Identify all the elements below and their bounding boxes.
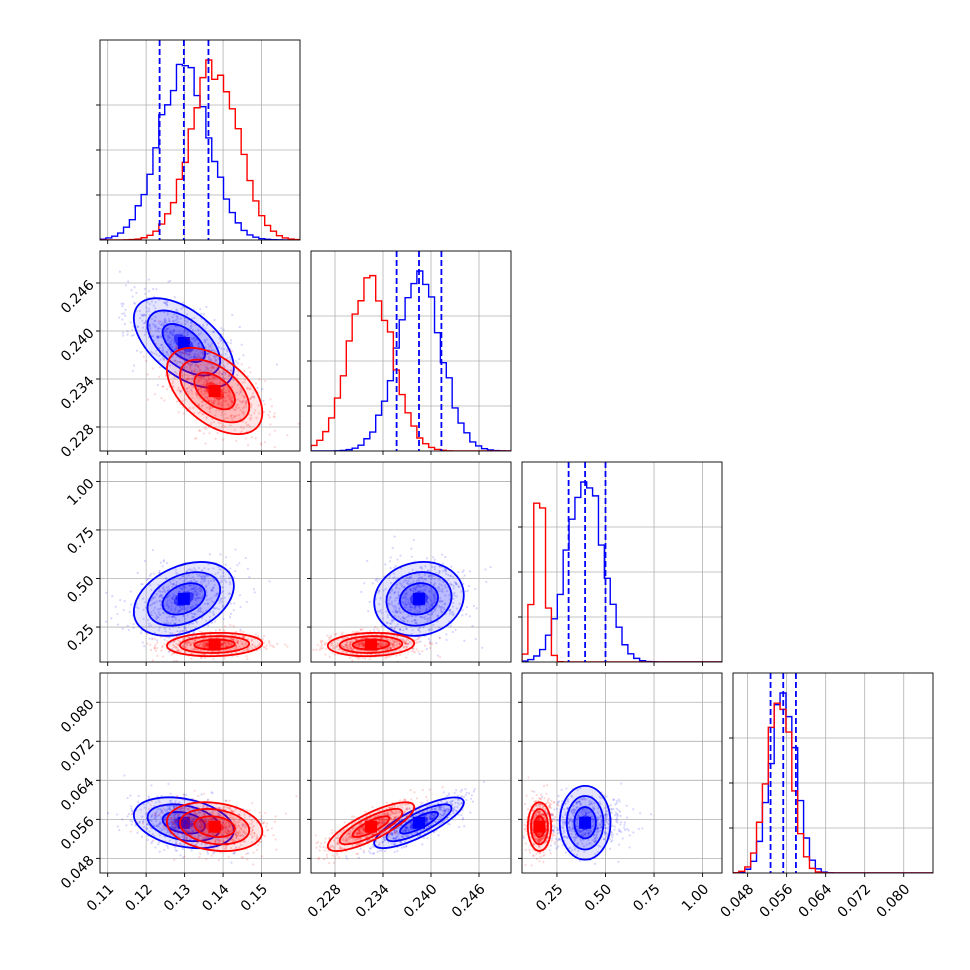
density-peak	[413, 816, 425, 829]
panel-frame	[521, 672, 723, 874]
y-tick-label: 0.75	[64, 524, 97, 557]
x-tick-label: 0.15	[238, 881, 271, 914]
panel-frame	[732, 672, 934, 874]
panel-0-0	[96, 39, 301, 244]
panel-frame	[99, 250, 301, 452]
x-tick-label: 0.056	[757, 881, 797, 921]
grid	[100, 251, 300, 451]
panel-2-0	[96, 461, 301, 666]
x-tick-label: 0.240	[401, 881, 441, 921]
y-tick-label: 0.064	[58, 775, 98, 815]
panel-3-1	[307, 672, 512, 877]
panel-2-1	[307, 461, 512, 666]
x-tick-label: 0.234	[353, 881, 393, 921]
density-peak	[365, 638, 377, 651]
y-tick-label: 0.246	[58, 277, 98, 317]
y-tick-label: 0.50	[64, 573, 97, 606]
density-peak	[177, 592, 190, 605]
y-tick-label: 0.25	[64, 621, 97, 654]
x-tick-label: 0.12	[122, 881, 155, 914]
y-tick-label: 0.234	[58, 373, 98, 413]
density-peak	[208, 385, 221, 397]
grid	[522, 673, 722, 873]
grid	[100, 673, 300, 873]
density-peak	[365, 820, 377, 833]
x-tick-label: 0.080	[874, 881, 914, 921]
density-peak	[208, 638, 221, 651]
panel-1-1	[307, 250, 512, 455]
x-tick-label: 0.072	[835, 881, 875, 921]
grid	[311, 673, 511, 873]
x-tick-label: 0.064	[796, 881, 836, 921]
panel-frame	[99, 672, 301, 874]
x-tick-label: 0.13	[161, 881, 194, 914]
panel-frame	[521, 461, 723, 663]
x-tick-label: 0.246	[449, 881, 489, 921]
grid	[522, 462, 722, 662]
panel-frame	[310, 250, 512, 452]
histogram-series-0	[311, 270, 511, 451]
panel-frame	[99, 39, 301, 241]
y-tick-label: 1.00	[64, 476, 97, 509]
y-tick-label: 0.048	[58, 853, 98, 893]
density-peak	[579, 816, 592, 829]
panel-3-2	[518, 672, 723, 877]
x-tick-label: 0.50	[582, 881, 615, 914]
x-tick-label: 0.048	[718, 881, 758, 921]
y-tick-label: 0.228	[58, 421, 98, 461]
x-tick-label: 0.228	[305, 881, 345, 921]
grid	[100, 462, 300, 662]
density-peak	[208, 820, 221, 833]
density-peak	[413, 592, 425, 605]
y-tick-label: 0.080	[58, 697, 98, 737]
x-tick-label: 0.75	[630, 881, 663, 914]
panel-frame	[310, 672, 512, 874]
histogram-series-1	[733, 702, 933, 873]
x-tick-label: 0.14	[199, 881, 232, 914]
y-tick-label: 0.072	[58, 736, 98, 776]
x-tick-label: 0.25	[533, 881, 566, 914]
panel-2-2	[518, 461, 723, 666]
histogram-series-1	[522, 502, 722, 662]
panel-3-3	[729, 672, 934, 877]
panel-1-0	[96, 250, 301, 455]
y-tick-label: 0.056	[58, 814, 98, 854]
grid	[733, 673, 933, 873]
grid	[100, 40, 300, 240]
histogram-series-1	[311, 274, 511, 451]
panel-frame	[310, 461, 512, 663]
density-peak	[533, 820, 546, 833]
panel-3-0	[96, 672, 301, 877]
x-tick-label: 1.00	[679, 881, 712, 914]
x-tick-label: 0.11	[84, 881, 117, 914]
density-peak	[177, 337, 190, 349]
y-tick-label: 0.240	[58, 325, 98, 365]
panel-frame	[99, 461, 301, 663]
